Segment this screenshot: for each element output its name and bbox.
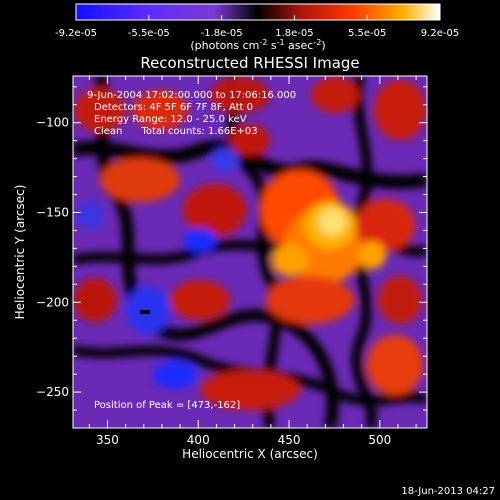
y-tick-label: −250 — [36, 385, 69, 399]
y-axis-ticks — [73, 86, 427, 411]
y-tick-label: −200 — [36, 295, 69, 309]
annotation-clean-counts: Clean Total counts: 1.66E+03 — [94, 126, 258, 137]
x-tick-label: 400 — [187, 433, 210, 447]
y-tick-label: −150 — [36, 205, 69, 219]
colorbar-tick-label: -5.5e-05 — [128, 28, 170, 39]
x-axis-label: Heliocentric X (arcsec) — [182, 447, 318, 461]
x-tick-label: 500 — [368, 433, 391, 447]
heatmap-image — [73, 76, 427, 428]
peak-position-label: Position of Peak = [473,-162] — [94, 400, 240, 411]
colorbar-ticks — [75, 15, 441, 20]
colorbar — [75, 3, 441, 21]
x-tick-label: 450 — [278, 433, 301, 447]
colorbar-tick-label: -9.2e-05 — [55, 28, 97, 39]
x-axis-ticks — [88, 76, 417, 428]
colorbar-tick-labels: -9.2e-05 -5.5e-05 -1.8e-05 1.8e-05 5.5e-05 9.… — [55, 28, 459, 39]
y-axis-tick-labels: −100 −150 −200 −250 — [36, 116, 69, 399]
y-tick-label: −100 — [36, 116, 69, 130]
chart-title: Reconstructed RHESSI Image — [140, 54, 359, 72]
x-axis-tick-labels: 350 400 450 500 — [96, 433, 391, 447]
annotation-block: 9-Jun-2004 17:02:00.000 to 17:06:16.000 … — [87, 90, 296, 137]
annotation-detectors: Detectors: 4F 5F 6F 7F 8F, Att 0 — [94, 102, 253, 113]
annotation-energy-range: Energy Range: 12.0 - 25.0 keV — [94, 114, 247, 125]
annotation-time-range: 9-Jun-2004 17:02:00.000 to 17:06:16.000 — [87, 90, 296, 101]
plot-frame — [72, 75, 428, 429]
colorbar-units-label: (photons cm-2 s-1 asec-2) — [190, 38, 325, 52]
colorbar-tick-label: -1.8e-05 — [201, 28, 243, 39]
colorbar-tick-label: 5.5e-05 — [348, 28, 386, 39]
footer-timestamp: 18-Jun-2013 04:27 — [401, 486, 495, 497]
colorbar-tick-label: 9.2e-05 — [421, 28, 459, 39]
x-tick-label: 350 — [96, 433, 119, 447]
colorbar-tick-label: 1.8e-05 — [275, 28, 313, 39]
y-axis-label: Heliocentric Y (arcsec) — [13, 185, 27, 320]
